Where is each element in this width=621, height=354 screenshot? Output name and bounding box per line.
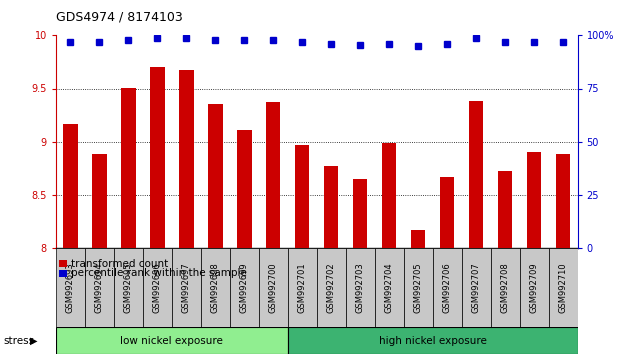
Text: GSM992703: GSM992703 xyxy=(356,262,365,313)
Text: GDS4974 / 8174103: GDS4974 / 8174103 xyxy=(56,11,183,24)
Bar xyxy=(266,102,281,248)
Text: GSM992705: GSM992705 xyxy=(414,262,423,313)
Bar xyxy=(179,70,194,248)
Bar xyxy=(201,248,230,327)
Bar xyxy=(317,248,346,327)
Text: stress: stress xyxy=(3,336,34,346)
Text: GSM992697: GSM992697 xyxy=(182,262,191,313)
Bar xyxy=(288,327,578,354)
Text: GSM992708: GSM992708 xyxy=(501,262,510,313)
Bar xyxy=(208,104,222,248)
Bar xyxy=(56,248,85,327)
Bar xyxy=(150,67,165,248)
Bar xyxy=(143,248,172,327)
Bar xyxy=(527,152,542,248)
Bar xyxy=(353,179,368,248)
Text: low nickel exposure: low nickel exposure xyxy=(120,336,223,346)
Bar xyxy=(92,154,107,248)
Text: GSM992696: GSM992696 xyxy=(153,262,162,313)
Bar xyxy=(324,166,338,248)
Text: GSM992694: GSM992694 xyxy=(95,262,104,313)
Bar xyxy=(114,248,143,327)
Bar xyxy=(259,248,288,327)
Bar xyxy=(59,270,67,277)
Bar xyxy=(469,101,483,248)
Text: GSM992710: GSM992710 xyxy=(558,262,568,313)
Text: transformed count: transformed count xyxy=(71,259,169,269)
Text: GSM992701: GSM992701 xyxy=(297,262,307,313)
Bar xyxy=(374,248,404,327)
Bar xyxy=(433,248,461,327)
Bar xyxy=(85,248,114,327)
Bar xyxy=(59,260,67,267)
Text: GSM992695: GSM992695 xyxy=(124,262,133,313)
Text: GSM992704: GSM992704 xyxy=(384,262,394,313)
Bar xyxy=(440,177,455,248)
Text: ▶: ▶ xyxy=(30,336,37,346)
Bar xyxy=(556,154,570,248)
Bar xyxy=(230,248,259,327)
Text: GSM992706: GSM992706 xyxy=(443,262,451,313)
Bar xyxy=(172,248,201,327)
Bar xyxy=(498,171,512,248)
Bar xyxy=(237,130,252,248)
Bar xyxy=(121,88,135,248)
Bar xyxy=(411,230,425,248)
Bar xyxy=(520,248,548,327)
Bar xyxy=(404,248,433,327)
Text: GSM992707: GSM992707 xyxy=(471,262,481,313)
Bar xyxy=(461,248,491,327)
Bar xyxy=(56,327,288,354)
Bar xyxy=(288,248,317,327)
Text: GSM992702: GSM992702 xyxy=(327,262,336,313)
Bar xyxy=(548,248,578,327)
Bar xyxy=(491,248,520,327)
Text: percentile rank within the sample: percentile rank within the sample xyxy=(71,268,247,278)
Text: GSM992700: GSM992700 xyxy=(269,262,278,313)
Text: GSM992693: GSM992693 xyxy=(66,262,75,313)
Text: GSM992698: GSM992698 xyxy=(211,262,220,313)
Text: GSM992699: GSM992699 xyxy=(240,262,249,313)
Bar xyxy=(295,145,309,248)
Bar xyxy=(63,124,78,248)
Text: high nickel exposure: high nickel exposure xyxy=(379,336,487,346)
Bar xyxy=(382,143,396,248)
Bar xyxy=(346,248,374,327)
Text: GSM992709: GSM992709 xyxy=(530,262,538,313)
